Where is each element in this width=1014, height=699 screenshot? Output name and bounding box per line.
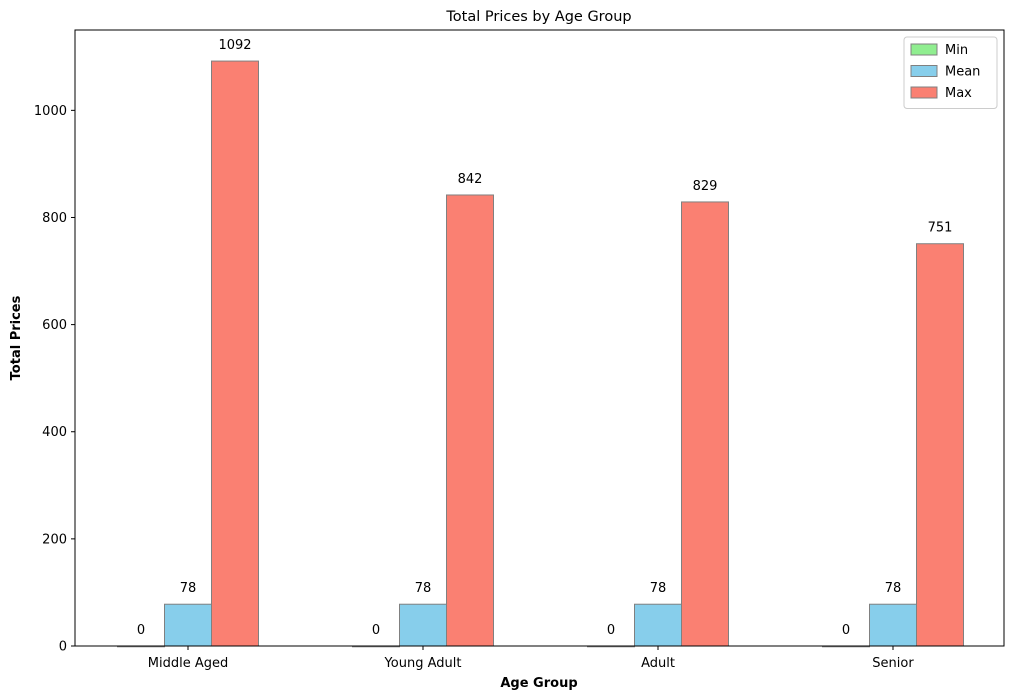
y-tick-label: 400 bbox=[42, 425, 67, 440]
legend-label-mean: Mean bbox=[945, 65, 980, 80]
legend-swatch-mean bbox=[910, 65, 938, 77]
bar-mean bbox=[164, 603, 212, 647]
y-tick-label: 0 bbox=[59, 640, 67, 655]
x-tick-label: Middle Aged bbox=[148, 656, 228, 671]
plot-frame bbox=[74, 29, 1005, 647]
x-tick-label: Adult bbox=[641, 656, 675, 671]
bar-max bbox=[446, 194, 494, 647]
bar-value-label: 842 bbox=[458, 172, 483, 187]
bar-value-label: 78 bbox=[415, 581, 432, 596]
bar-value-label: 1092 bbox=[218, 38, 251, 53]
y-axis-label: Total Prices bbox=[9, 295, 24, 380]
legend-label-min: Min bbox=[945, 43, 968, 58]
bar-value-label: 0 bbox=[607, 623, 615, 638]
bar-max bbox=[916, 243, 964, 647]
bar-mean bbox=[399, 603, 447, 647]
bar-value-label: 829 bbox=[693, 179, 718, 194]
bar-value-label: 78 bbox=[885, 581, 902, 596]
bar-value-label: 78 bbox=[650, 581, 667, 596]
bar-value-label: 0 bbox=[842, 623, 850, 638]
x-axis-label: Age Group bbox=[500, 676, 577, 691]
bar-value-label: 0 bbox=[372, 623, 380, 638]
bar-mean bbox=[634, 603, 682, 647]
bars-layer bbox=[117, 60, 964, 648]
x-tick-label: Young Adult bbox=[384, 656, 462, 671]
bar-max bbox=[681, 201, 729, 647]
bar-value-label: 0 bbox=[137, 623, 145, 638]
bar-value-label: 751 bbox=[928, 221, 953, 236]
chart-title: Total Prices by Age Group bbox=[445, 9, 631, 25]
x-tick-label: Senior bbox=[872, 656, 914, 671]
bar-value-label: 78 bbox=[180, 581, 197, 596]
y-tick-label: 800 bbox=[42, 211, 67, 226]
y-tick-label: 1000 bbox=[34, 104, 67, 119]
x-axis: Middle Aged Young Adult Adult Senior bbox=[148, 646, 914, 671]
legend: Min Mean Max bbox=[903, 36, 998, 109]
legend-swatch-max bbox=[910, 86, 938, 99]
legend-swatch-min bbox=[910, 43, 938, 56]
y-axis: 0 200 400 600 800 1000 bbox=[34, 104, 75, 655]
bar-mean bbox=[869, 603, 917, 647]
y-tick-label: 200 bbox=[42, 532, 67, 547]
y-tick-label: 600 bbox=[42, 318, 67, 333]
legend-label-max: Max bbox=[945, 86, 972, 101]
bar-max bbox=[211, 60, 259, 647]
value-labels-layer: 0 78 1092 0 78 842 0 78 829 0 78 751 bbox=[137, 38, 953, 638]
